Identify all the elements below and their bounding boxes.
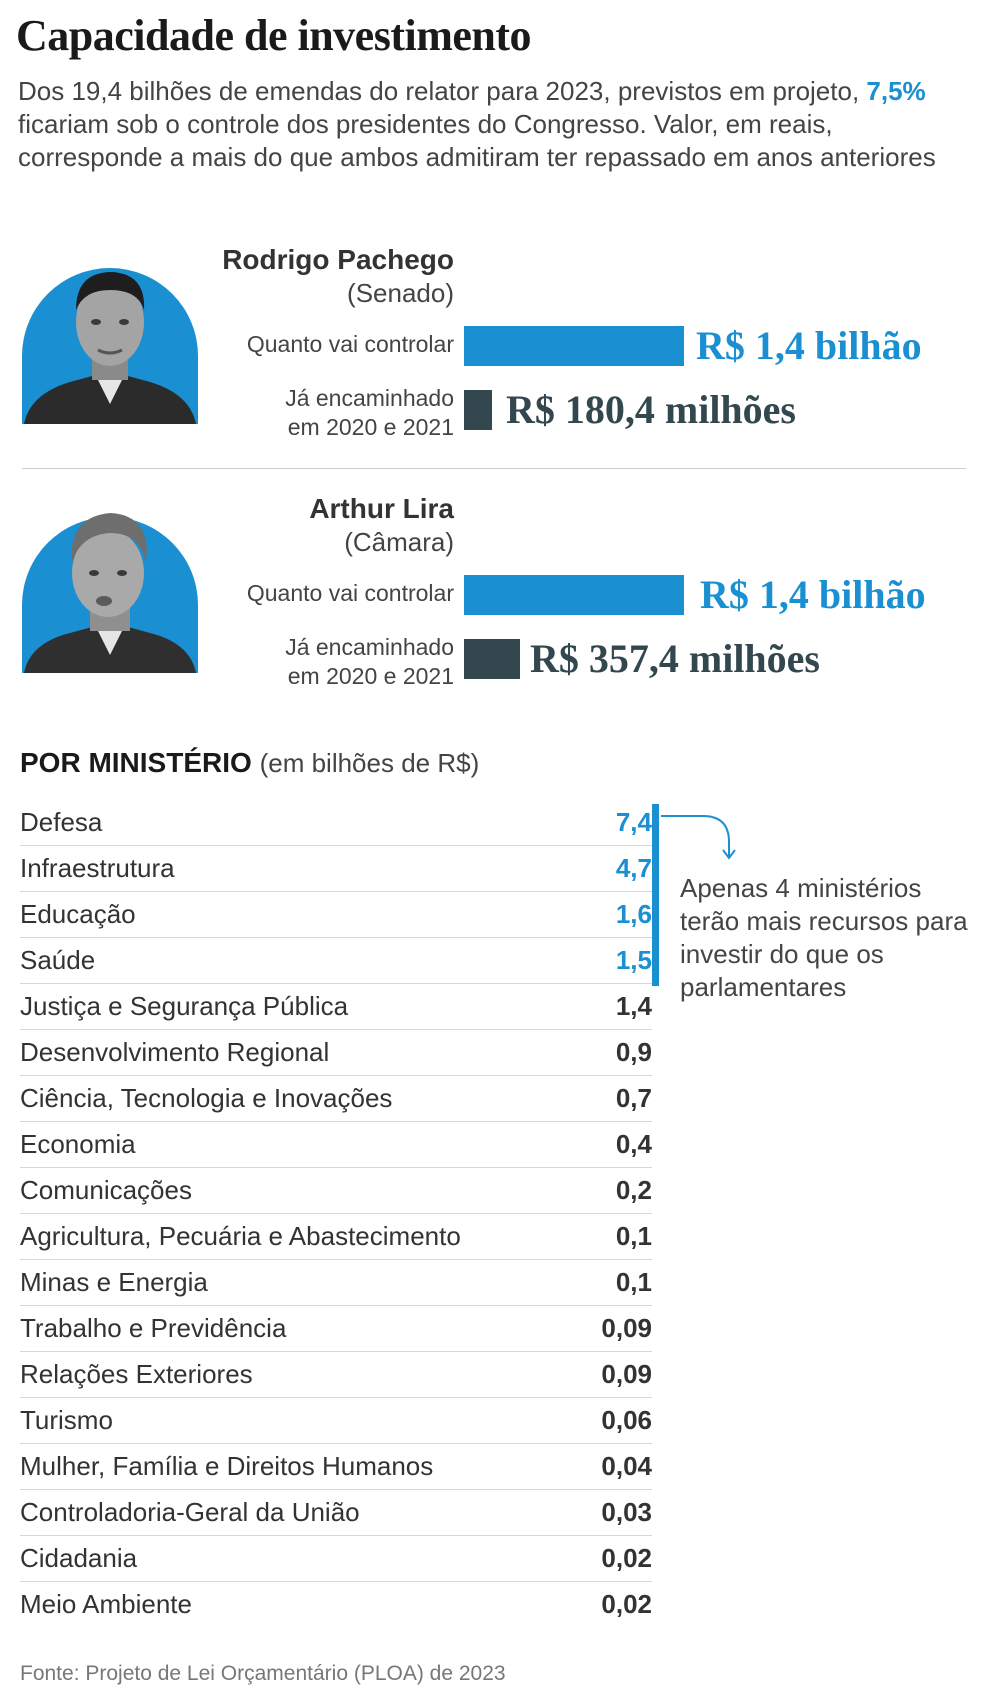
bar-control-lira: [464, 575, 684, 615]
ministry-name: Justiça e Segurança Pública: [20, 991, 349, 1021]
ministry-value: 1,6: [615, 899, 652, 929]
table-row: Meio Ambiente 0,02: [20, 1582, 652, 1628]
table-row: Controladoria-Geral da União 0,03: [20, 1490, 652, 1536]
table-row: Trabalho e Previdência 0,09: [20, 1306, 652, 1352]
ministry-name: Mulher, Família e Direitos Humanos: [20, 1451, 434, 1481]
bar-control-pachego: [464, 326, 684, 366]
highlight-bracket: [652, 804, 659, 986]
ministry-value: 1,5: [615, 945, 652, 975]
ministry-name: Controladoria-Geral da União: [20, 1497, 360, 1527]
value-control-lira: R$ 1,4 bilhão: [700, 572, 926, 617]
ministry-value: 0,03: [601, 1497, 652, 1527]
ministry-value: 0,09: [601, 1313, 652, 1343]
table-row: Minas e Energia 0,1: [20, 1260, 652, 1306]
ministry-value: 0,4: [615, 1129, 652, 1159]
person-block-pachego: Rodrigo Pachego (Senado) Quanto vai cont…: [0, 244, 984, 454]
sent-label-line1: Já encaminhado: [285, 385, 454, 411]
ministry-value: 1,4: [615, 991, 652, 1021]
portrait-photo-lira: [22, 493, 198, 673]
ministry-name: Minas e Energia: [20, 1267, 208, 1297]
sent-label-line2: em 2020 e 2021: [287, 414, 454, 440]
ministry-name: Defesa: [20, 807, 103, 837]
curved-arrow-icon: [661, 815, 736, 860]
chart-subtitle: Dos 19,4 bilhões de emendas do relator p…: [18, 75, 968, 174]
ministry-value: 0,04: [601, 1451, 652, 1481]
portrait-photo-pachego: [22, 244, 198, 424]
ministry-name: Agricultura, Pecuária e Abastecimento: [20, 1221, 461, 1251]
sent-label-line2: em 2020 e 2021: [287, 663, 454, 689]
annotation-note: Apenas 4 ministérios terão mais recursos…: [680, 873, 968, 1002]
subtitle-highlight-percent: 7,5%: [866, 76, 926, 106]
table-row: Infraestrutura 4,7: [20, 846, 652, 892]
table-row: Cidadania 0,02: [20, 1536, 652, 1582]
sent-label: Já encaminhado em 2020 e 2021: [285, 633, 454, 691]
table-row: Justiça e Segurança Pública 1,4: [20, 984, 652, 1030]
ministry-value: 4,7: [615, 853, 652, 883]
table-row: Ciência, Tecnologia e Inovações 0,7: [20, 1076, 652, 1122]
sent-label-line1: Já encaminhado: [285, 634, 454, 660]
value-control-pachego: R$ 1,4 bilhão: [696, 323, 922, 368]
table-row: Defesa 7,4: [20, 800, 652, 846]
ministry-value: 0,7: [615, 1083, 652, 1113]
ministry-name: Economia: [20, 1129, 136, 1159]
source-note: Fonte: Projeto de Lei Orçamentário (PLOA…: [20, 1662, 506, 1685]
ministry-value: 0,02: [601, 1589, 652, 1619]
ministry-name: Desenvolvimento Regional: [20, 1037, 330, 1067]
ministry-name: Relações Exteriores: [20, 1359, 253, 1389]
table-row: Comunicações 0,2: [20, 1168, 652, 1214]
table-row: Mulher, Família e Direitos Humanos 0,04: [20, 1444, 652, 1490]
value-sent-pachego: R$ 180,4 milhões: [506, 387, 796, 432]
ministries-title: POR MINISTÉRIO: [20, 747, 252, 778]
table-row: Agricultura, Pecuária e Abastecimento 0,1: [20, 1214, 652, 1260]
ministry-name: Ciência, Tecnologia e Inovações: [20, 1083, 393, 1113]
subtitle-text-end: ficariam sob o controle dos presidentes …: [18, 109, 936, 172]
table-row: Turismo 0,06: [20, 1398, 652, 1444]
table-row: Economia 0,4: [20, 1122, 652, 1168]
table-row: Saúde 1,5: [20, 938, 652, 984]
person-house: (Câmara): [344, 527, 454, 557]
control-label: Quanto vai controlar: [246, 331, 454, 357]
ministry-name: Trabalho e Previdência: [20, 1313, 287, 1343]
ministry-name: Cidadania: [20, 1543, 138, 1573]
ministry-value: 0,9: [615, 1037, 652, 1067]
table-row: Educação 1,6: [20, 892, 652, 938]
table-row: Desenvolvimento Regional 0,9: [20, 1030, 652, 1076]
table-row: Relações Exteriores 0,09: [20, 1352, 652, 1398]
ministry-value: 0,02: [601, 1543, 652, 1573]
person-house: (Senado): [347, 278, 454, 308]
ministry-name: Infraestrutura: [20, 853, 175, 883]
ministry-name: Meio Ambiente: [20, 1589, 192, 1619]
ministry-value: 0,1: [615, 1221, 652, 1251]
sent-label: Já encaminhado em 2020 e 2021: [285, 384, 454, 442]
ministry-value: 0,06: [601, 1405, 652, 1435]
ministries-unit: (em bilhões de R$): [259, 748, 480, 778]
value-sent-lira: R$ 357,4 milhões: [530, 636, 820, 681]
ministry-name: Educação: [20, 899, 136, 929]
bar-sent-lira: [464, 639, 520, 679]
chart-title: Capacidade de investimento: [16, 11, 532, 60]
ministry-value: 0,2: [615, 1175, 652, 1205]
ministry-name: Comunicações: [20, 1175, 192, 1205]
control-label: Quanto vai controlar: [246, 580, 454, 606]
subtitle-text-start: Dos 19,4 bilhões de emendas do relator p…: [18, 76, 867, 106]
ministry-value: 7,4: [615, 807, 652, 837]
ministry-value: 0,1: [615, 1267, 652, 1297]
ministries-table: Defesa 7,4 Infraestrutura 4,7 Educação 1,6 Saú…: [20, 800, 652, 1628]
ministries-section-title: POR MINISTÉRIO (em bilhões de R$): [20, 747, 479, 779]
person-name: Arthur Lira: [309, 493, 454, 524]
ministry-name: Turismo: [20, 1405, 113, 1435]
bar-sent-pachego: [464, 390, 492, 430]
ministry-value: 0,09: [601, 1359, 652, 1389]
person-block-lira: Arthur Lira (Câmara) Quanto vai controla…: [0, 493, 984, 703]
person-name: Rodrigo Pachego: [222, 244, 454, 275]
section-divider: [22, 468, 966, 469]
ministry-name: Saúde: [20, 945, 96, 975]
